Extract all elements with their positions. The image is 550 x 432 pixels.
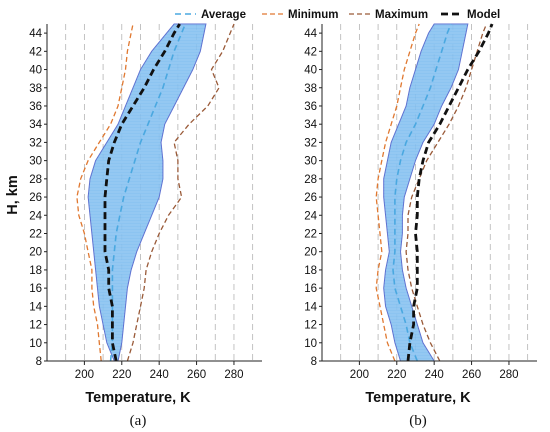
caption-b: (b) [409,413,427,429]
plot-frame-b [321,24,537,362]
y-tick-label: 8 [36,356,42,368]
y-axis-label-a: H, km [5,175,21,215]
y-tick-label: 34 [29,119,42,131]
legend-item-average: Average [175,9,246,21]
y-tick-label: 44 [29,28,42,40]
caption-a: (a) [130,413,147,429]
y-tick-label: 22 [29,228,42,240]
legend-label-average: Average [201,9,246,21]
series-average-line [109,23,187,362]
y-tick-label: 36 [29,101,42,113]
y-tick-label: 42 [304,46,317,58]
x-tick-label: 200 [350,369,369,381]
x-tick-label: 280 [224,369,243,381]
y-tick-label: 44 [304,28,317,40]
ticks-b: 8 10 12 14 16 18 20 22 24 26 28 30 32 34 36 38 40 42 44 200… [304,28,518,381]
series-maximum-line [405,23,488,362]
y-tick-label: 40 [29,65,42,77]
y-tick-label: 14 [29,301,42,313]
y-tick-label: 34 [304,119,317,131]
y-tick-label: 30 [29,156,42,168]
legend-item-model: Model [441,9,500,21]
series-minimum-line [375,23,420,362]
legend-label-minimum: Minimum [288,9,338,21]
y-tick-label: 24 [29,210,42,222]
y-tick-label: 28 [29,174,42,186]
x-tick-label: 220 [387,369,406,381]
legend-item-minimum: Minimum [262,9,338,21]
series-minimum-line [76,23,134,362]
x-tick-label: 240 [425,369,444,381]
y-tick-label: 32 [29,137,42,149]
y-tick-label: 22 [304,228,317,240]
y-tick-label: 30 [304,156,317,168]
series-average-line [392,23,452,362]
y-tick-label: 10 [304,338,317,350]
y-tick-label: 40 [304,65,317,77]
x-axis-label-b: Temperature, K [365,390,471,406]
y-tick-label: 32 [304,137,317,149]
y-tick-label: 36 [304,101,317,113]
y-tick-label: 20 [29,247,42,259]
y-tick-label: 18 [304,265,317,277]
y-tick-label: 10 [29,338,42,350]
y-tick-label: 28 [304,174,317,186]
series-model-line [103,23,181,362]
y-tick-label: 16 [29,283,42,295]
series-maximum-line [126,23,235,362]
y-tick-label: 24 [304,210,317,222]
y-tick-label: 16 [304,283,317,295]
y-tick-label: 18 [29,265,42,277]
y-tick-label: 14 [304,301,317,313]
x-tick-label: 240 [150,369,169,381]
y-tick-label: 26 [304,192,317,204]
x-tick-label: 260 [187,369,206,381]
series-lines-b [375,23,494,362]
x-tick-label: 260 [462,369,481,381]
y-tick-label: 38 [29,83,42,95]
x-tick-label: 280 [499,369,518,381]
legend-label-model: Model [467,9,500,21]
y-tick-label: 12 [304,320,317,332]
y-tick-label: 38 [304,83,317,95]
y-tick-label: 20 [304,247,317,259]
series-lines-a [76,23,235,362]
x-axis-label-a: Temperature, K [85,390,191,406]
y-tick-label: 8 [311,356,317,368]
ticks-a: 8 10 12 14 16 18 20 22 24 26 28 30 32 34 36 38 40 42 44 200… [29,28,243,381]
y-tick-label: 42 [29,46,42,58]
x-tick-label: 220 [112,369,131,381]
legend: Average Minimum Maximum Model [175,9,500,21]
y-tick-label: 26 [29,192,42,204]
band-area [383,23,469,362]
band-area [87,23,207,362]
plot-frame-a [46,24,262,362]
series-model-line [406,23,494,362]
y-tick-label: 12 [29,320,42,332]
legend-label-maximum: Maximum [375,9,428,21]
legend-item-maximum: Maximum [349,9,428,21]
x-tick-label: 200 [75,369,94,381]
